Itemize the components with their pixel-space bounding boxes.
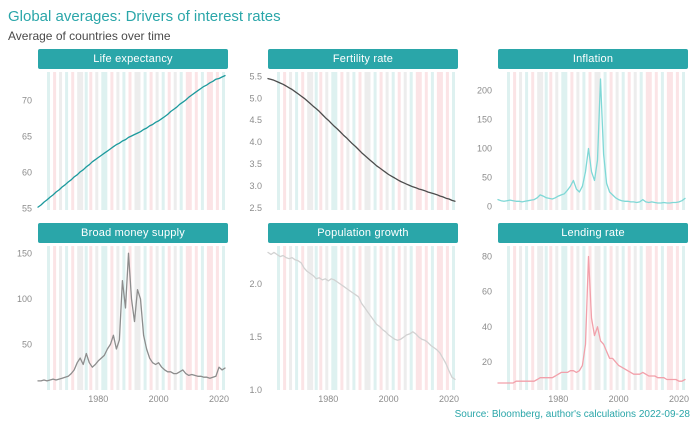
svg-text:1980: 1980: [318, 394, 338, 404]
chart-fertility-rate: 2.5 3.0 3.5 4.0 4.5 5.0 5.5: [249, 71, 456, 213]
svg-text:3.5: 3.5: [249, 159, 262, 169]
svg-text:2.0: 2.0: [249, 279, 262, 289]
svg-text:200: 200: [477, 86, 492, 96]
svg-text:5.0: 5.0: [249, 93, 262, 103]
chart-population-growth: 1.0 1.5 2.0 1980 2000 2020: [249, 246, 459, 404]
panel-title-inflation: Inflation: [498, 49, 688, 69]
panel-title-life-expectancy: Life expectancy: [38, 49, 228, 69]
panel-fertility-rate: Fertility rate 2.5 3.0 3.5 4.0 4.5 5.0 5.5: [238, 49, 462, 215]
svg-text:2020: 2020: [209, 394, 229, 404]
panel-population-growth: Population growth 1.0 1.5 2.0 1980 2000 2020: [238, 223, 462, 405]
svg-text:40: 40: [482, 322, 492, 332]
svg-text:5.5: 5.5: [249, 71, 262, 81]
svg-text:100: 100: [477, 144, 492, 154]
svg-text:150: 150: [477, 115, 492, 125]
source-note: Source: Bloomberg, author's calculations…: [454, 409, 690, 420]
page-title: Global averages: Drivers of interest rat…: [8, 8, 281, 25]
page-subtitle: Average of countries over time: [8, 29, 171, 43]
panel-broad-money-supply: Broad money supply 50 100 150 1980 2000 2020: [8, 223, 232, 405]
panel-title-broad-money-supply: Broad money supply: [38, 223, 228, 243]
page-header: Global averages: Drivers of interest rat…: [0, 0, 700, 43]
panel-life-expectancy: Life expectancy 55 60 65 70: [8, 49, 232, 215]
svg-text:2000: 2000: [149, 394, 169, 404]
svg-text:0: 0: [487, 202, 492, 212]
svg-text:60: 60: [22, 168, 32, 178]
chart-lending-rate: 20 40 60 80 1980 2000 2020: [482, 246, 689, 404]
svg-text:4.0: 4.0: [249, 137, 262, 147]
panel-lending-rate: Lending rate 20 40 60 80 1980 2000 2020: [468, 223, 692, 405]
svg-text:80: 80: [482, 252, 492, 262]
svg-text:2.5: 2.5: [249, 203, 262, 213]
panel-title-lending-rate: Lending rate: [498, 223, 688, 243]
svg-text:150: 150: [17, 248, 32, 258]
chart-life-expectancy: 55 60 65 70: [22, 72, 226, 214]
panel-title-fertility-rate: Fertility rate: [268, 49, 458, 69]
svg-text:3.0: 3.0: [249, 181, 262, 191]
chart-broad-money-supply: 50 100 150 1980 2000 2020: [17, 246, 229, 404]
svg-text:2020: 2020: [439, 394, 459, 404]
charts-grid: Life expectancy 55 60 65 70 Fertility rate …: [0, 49, 700, 405]
svg-text:2000: 2000: [379, 394, 399, 404]
svg-text:1.0: 1.0: [249, 385, 262, 395]
panel-inflation: Inflation 0 50 100 150 200: [468, 49, 692, 215]
svg-text:1.5: 1.5: [249, 332, 262, 342]
svg-text:50: 50: [482, 173, 492, 183]
svg-text:65: 65: [22, 132, 32, 142]
svg-text:4.5: 4.5: [249, 115, 262, 125]
svg-text:1980: 1980: [548, 394, 568, 404]
panel-title-population-growth: Population growth: [268, 223, 458, 243]
svg-text:70: 70: [22, 96, 32, 106]
svg-text:60: 60: [482, 287, 492, 297]
svg-text:55: 55: [22, 204, 32, 214]
svg-text:2000: 2000: [609, 394, 629, 404]
chart-inflation: 0 50 100 150 200: [477, 72, 686, 212]
svg-text:20: 20: [482, 357, 492, 367]
svg-text:50: 50: [22, 339, 32, 349]
svg-text:100: 100: [17, 294, 32, 304]
svg-text:2020: 2020: [669, 394, 689, 404]
svg-text:1980: 1980: [88, 394, 108, 404]
